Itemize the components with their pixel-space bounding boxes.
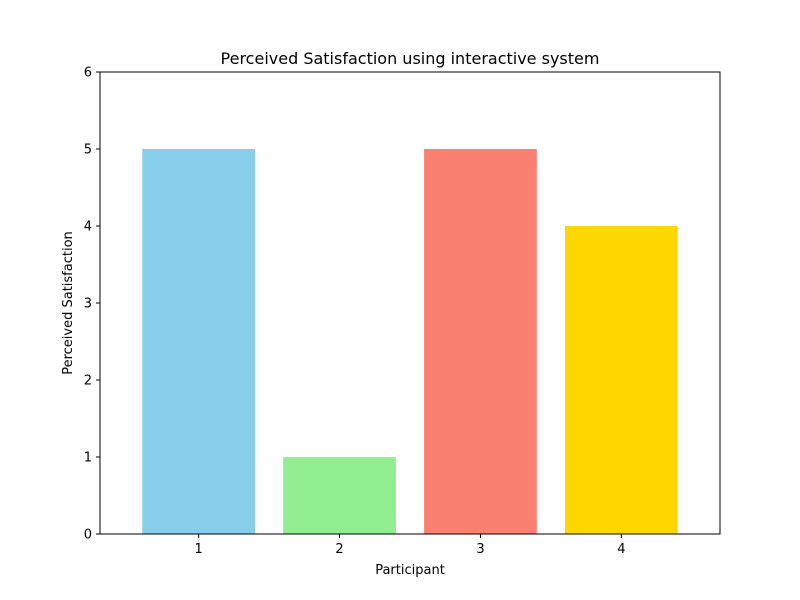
bar-participant-3	[424, 149, 537, 534]
y-axis-label: Perceived Satisfaction	[61, 231, 76, 375]
chart-title: Perceived Satisfaction using interactive…	[221, 49, 600, 68]
x-axis-ticks: 1 2 3 4	[194, 534, 626, 557]
y-axis-ticks: 0 1 2 3 4 5 6	[84, 66, 100, 543]
y-tick-label: 0	[84, 528, 92, 543]
bar-participant-1	[142, 149, 255, 534]
y-tick-label: 2	[84, 374, 92, 389]
bars-group	[142, 149, 678, 534]
plot-frame	[99, 71, 721, 535]
x-axis-label: Participant	[375, 563, 445, 578]
x-tick-label: 3	[476, 542, 484, 557]
y-tick-label: 6	[84, 66, 92, 81]
x-tick-label: 2	[335, 542, 343, 557]
bar-participant-2	[283, 457, 396, 534]
bar-participant-4	[565, 226, 678, 534]
y-tick-label: 5	[84, 143, 92, 158]
y-tick-label: 3	[84, 297, 92, 312]
y-tick-label: 4	[84, 220, 92, 235]
x-tick-label: 4	[617, 542, 625, 557]
y-tick-label: 1	[84, 451, 92, 466]
x-tick-label: 1	[194, 542, 202, 557]
